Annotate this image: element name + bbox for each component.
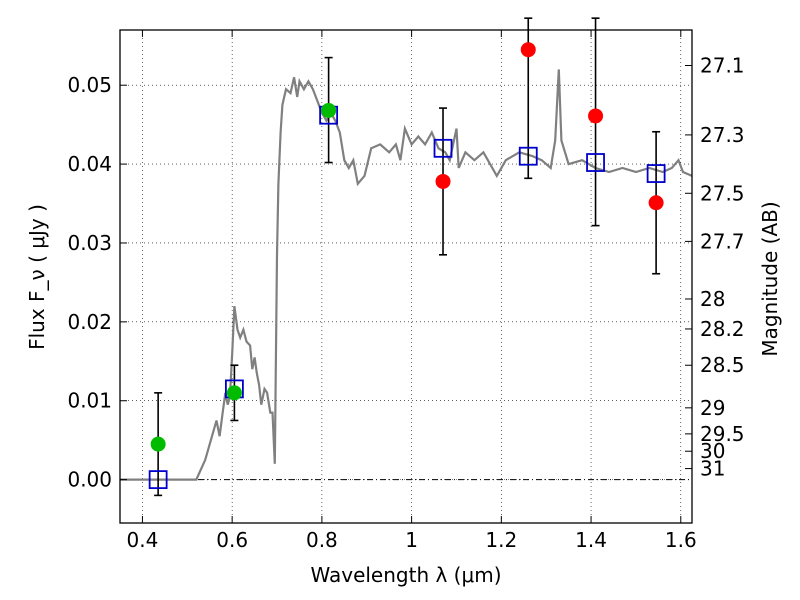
right-tick-label: 31: [700, 457, 725, 481]
model-square-point: [518, 146, 538, 166]
plot-frame: [119, 29, 693, 524]
x-tick-label: 0.4: [127, 528, 159, 552]
y-tick-label: 0.00: [67, 468, 112, 492]
y-tick-label: 0.01: [67, 389, 112, 413]
y-tick-label: 0.02: [67, 310, 112, 334]
right-tick-label: 27.5: [700, 181, 745, 205]
right-tick-label: 28.2: [700, 317, 745, 341]
y-tick-label: 0.05: [67, 73, 112, 97]
right-tick-label: 28.5: [700, 353, 745, 377]
photometry-point: [150, 436, 166, 452]
model-square-point: [148, 470, 168, 490]
photometry-point: [321, 102, 337, 118]
model-square-point: [646, 164, 666, 183]
model-square-point: [586, 153, 605, 172]
right-tick-label: 30: [700, 439, 725, 463]
model-square-point: [433, 138, 453, 158]
photometry-point: [648, 195, 664, 211]
x-tick-label: 0.6: [216, 528, 248, 552]
photometry-point: [588, 108, 604, 124]
x-tick-label: 1.2: [485, 528, 517, 552]
spectrum-line: [120, 69, 693, 481]
y-axis-label: Flux F_ν ( μJy ): [25, 204, 49, 350]
right-tick-label: 27.3: [700, 123, 745, 147]
right-axis-label: Magnitude (AB): [758, 201, 782, 356]
right-tick-label: 28: [700, 287, 725, 311]
plot-area: [120, 17, 693, 497]
right-tick-label: 29: [700, 396, 725, 420]
grid: [120, 30, 692, 523]
photometry-point: [520, 42, 536, 58]
x-tick-label: 0.8: [306, 528, 338, 552]
x-tick-label: 1.6: [665, 528, 697, 552]
photometry-point: [435, 173, 451, 189]
y-tick-label: 0.03: [67, 231, 112, 255]
x-tick-label: 1.4: [575, 528, 607, 552]
x-axis-label: Wavelength λ (μm): [310, 563, 501, 587]
axis-ticks: 0.4 0.6 0.8 1 1.2 1.4 1.6 0.00 0.01 0.02 0.03 0.04 0…: [67, 30, 745, 552]
x-tick-label: 1: [405, 528, 418, 552]
right-tick-label: 27.1: [700, 53, 745, 77]
y-tick-label: 0.04: [67, 152, 112, 176]
right-tick-label: 29.5: [700, 422, 745, 446]
photometry-point: [226, 385, 242, 401]
right-tick-label: 27.7: [700, 229, 745, 253]
